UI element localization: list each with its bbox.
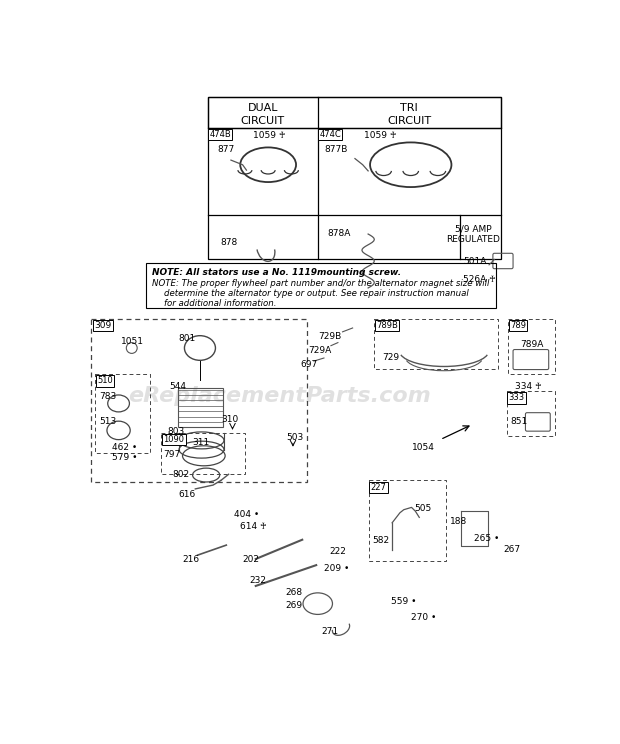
Text: for additional information.: for additional information. xyxy=(164,299,277,308)
Text: 267: 267 xyxy=(503,545,521,554)
Bar xyxy=(92,318,307,482)
Text: 851: 851 xyxy=(510,417,527,426)
Text: 877B: 877B xyxy=(324,145,347,154)
Text: 789: 789 xyxy=(510,321,526,330)
Text: 544: 544 xyxy=(169,382,186,391)
Text: eReplacementParts.com: eReplacementParts.com xyxy=(128,386,431,405)
Text: 209 •: 209 • xyxy=(324,565,349,574)
Text: 474C: 474C xyxy=(319,130,341,139)
Text: 878: 878 xyxy=(220,238,237,247)
Text: 501A: 501A xyxy=(463,257,487,266)
Text: DUAL
CIRCUIT: DUAL CIRCUIT xyxy=(241,103,285,126)
Text: 801: 801 xyxy=(179,334,195,343)
Text: 729: 729 xyxy=(382,353,399,362)
Bar xyxy=(374,318,498,369)
Bar xyxy=(508,318,555,374)
Text: 334 ♰: 334 ♰ xyxy=(515,382,541,391)
Text: 513: 513 xyxy=(99,417,117,426)
Text: 333: 333 xyxy=(508,394,525,403)
Text: 878A: 878A xyxy=(327,228,350,237)
Text: 309: 309 xyxy=(94,321,112,330)
Bar xyxy=(146,263,496,308)
Text: 789A: 789A xyxy=(520,340,543,349)
Text: 404 •: 404 • xyxy=(234,510,259,519)
Text: 216: 216 xyxy=(182,555,199,564)
Bar xyxy=(179,388,223,426)
Text: 462 •: 462 • xyxy=(112,443,137,452)
Text: 222: 222 xyxy=(329,548,346,557)
Text: 503: 503 xyxy=(286,433,304,442)
Text: 582: 582 xyxy=(372,536,389,545)
Text: 188: 188 xyxy=(450,516,467,525)
Text: 269: 269 xyxy=(285,601,303,610)
Text: 783: 783 xyxy=(99,392,117,401)
Text: 729B: 729B xyxy=(317,332,341,341)
Text: 202: 202 xyxy=(242,555,260,564)
Text: NOTE: The proper flywheel part number and/or the alternator magnet size will: NOTE: The proper flywheel part number an… xyxy=(152,279,489,288)
Text: 311: 311 xyxy=(192,438,210,447)
Text: 1059 ♰: 1059 ♰ xyxy=(365,131,397,140)
Text: 270 •: 270 • xyxy=(410,613,436,622)
Text: TRI
CIRCUIT: TRI CIRCUIT xyxy=(387,103,432,126)
Text: 803: 803 xyxy=(167,426,185,435)
Text: 729A: 729A xyxy=(309,346,332,355)
Text: 268: 268 xyxy=(285,589,303,597)
Text: 789B: 789B xyxy=(376,321,398,330)
Text: NOTE: All stators use a No. 1119mounting screw.: NOTE: All stators use a No. 1119mounting… xyxy=(152,268,401,277)
Text: 310: 310 xyxy=(222,415,239,424)
Text: 1090: 1090 xyxy=(164,435,185,444)
Text: 614 ♰: 614 ♰ xyxy=(241,522,267,531)
Text: 877: 877 xyxy=(217,145,234,154)
Text: 232: 232 xyxy=(249,576,267,585)
Bar xyxy=(94,374,150,452)
Text: 1059 ♰: 1059 ♰ xyxy=(253,131,285,140)
Bar xyxy=(161,433,245,474)
Text: 1054: 1054 xyxy=(412,443,435,452)
Text: 510: 510 xyxy=(97,376,113,385)
Text: 5/9 AMP
REGULATED: 5/9 AMP REGULATED xyxy=(446,224,500,244)
Text: determine the alternator type or output. See repair instruction manual: determine the alternator type or output.… xyxy=(164,289,469,298)
Text: 474B: 474B xyxy=(210,130,231,139)
Text: 697: 697 xyxy=(301,360,318,369)
Text: 579 •: 579 • xyxy=(112,454,137,463)
Text: 559 •: 559 • xyxy=(391,597,417,606)
Text: 802: 802 xyxy=(173,469,190,478)
Bar xyxy=(369,481,446,561)
Text: 797: 797 xyxy=(162,449,180,458)
Bar xyxy=(507,391,555,436)
Text: 1051: 1051 xyxy=(121,337,144,346)
Text: 616: 616 xyxy=(179,490,195,498)
Text: 505: 505 xyxy=(414,504,431,513)
Text: 526A ♰: 526A ♰ xyxy=(463,275,497,284)
Text: 265 •: 265 • xyxy=(474,534,500,543)
Text: 271: 271 xyxy=(322,626,339,635)
Bar xyxy=(208,97,501,128)
Bar xyxy=(208,97,501,259)
Text: 227: 227 xyxy=(371,483,386,492)
